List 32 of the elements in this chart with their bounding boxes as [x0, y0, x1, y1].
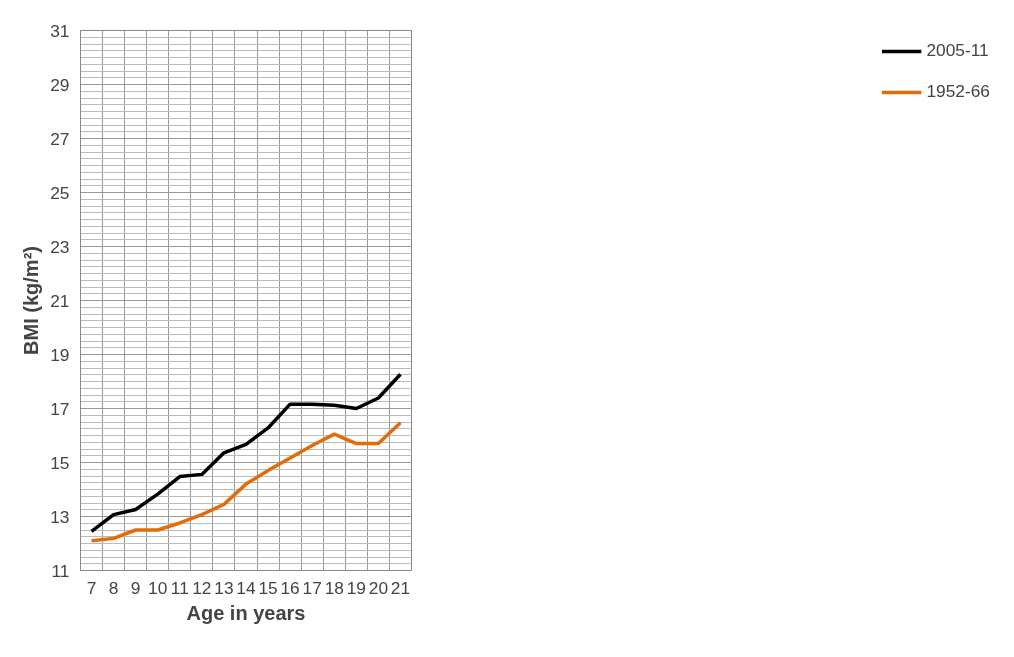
y-tick-label: 23 [50, 236, 70, 257]
x-tick-label: 16 [280, 577, 300, 598]
x-axis-title: Age in years [186, 601, 306, 624]
y-tick-label: 17 [50, 398, 70, 419]
y-tick-label: 13 [50, 506, 70, 527]
x-tick-label: 19 [346, 577, 366, 598]
x-tick-label: 14 [236, 577, 256, 598]
x-tick-label: 7 [86, 577, 97, 598]
y-tick-label: 31 [50, 20, 70, 41]
y-tick-label: 25 [50, 182, 70, 203]
y-tick-label: 29 [50, 74, 70, 95]
x-tick-label: 10 [148, 577, 168, 598]
y-tick-label: 11 [51, 560, 70, 581]
line-series [89, 372, 403, 534]
x-tick-label: 11 [170, 577, 189, 598]
legend-label: 1952-66 [926, 81, 990, 102]
x-tick-label: 17 [302, 577, 322, 598]
legend-label: 2005-11 [926, 40, 989, 61]
x-tick-label: 18 [324, 577, 344, 598]
x-tick-label: 12 [192, 577, 212, 598]
x-tick-label: 9 [130, 577, 141, 598]
x-tick-label: 15 [258, 577, 278, 598]
x-tick-label: 20 [368, 577, 389, 598]
y-tick-label: 27 [50, 128, 70, 149]
x-tick-label: 8 [108, 577, 119, 598]
y-tick-label: 21 [50, 290, 70, 311]
line-series [89, 421, 403, 543]
x-tick-label: 21 [390, 577, 411, 598]
x-tick-label: 13 [214, 577, 234, 598]
y-tick-label: 15 [50, 452, 70, 473]
y-tick-label: 19 [50, 344, 70, 365]
y-axis-title: BMI (kg/m²) [20, 246, 43, 355]
